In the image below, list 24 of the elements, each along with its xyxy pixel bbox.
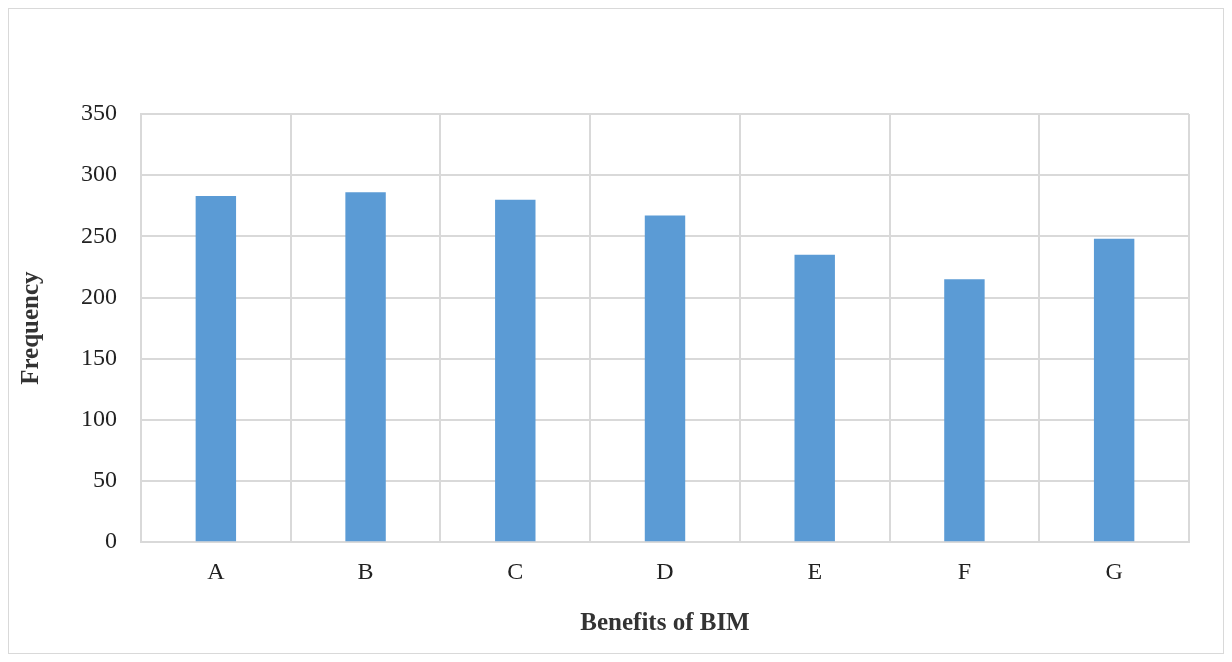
- x-tick-label: C: [507, 557, 524, 584]
- x-tick-label: B: [357, 557, 374, 584]
- y-tick-label: 200: [81, 282, 117, 309]
- y-tick-label: 100: [81, 405, 117, 432]
- y-tick-label: 300: [81, 160, 117, 187]
- x-tick-label: D: [656, 557, 674, 584]
- x-tick-label: E: [807, 557, 823, 584]
- bar: [1093, 238, 1135, 542]
- y-tick-label: 50: [93, 466, 117, 493]
- x-tick-label: A: [207, 557, 226, 584]
- bar: [644, 215, 686, 542]
- y-tick-label: 0: [105, 527, 117, 554]
- bar: [195, 195, 237, 542]
- y-axis-title: Frequency: [16, 270, 44, 385]
- bar: [944, 279, 985, 542]
- y-tick-label: 250: [81, 221, 117, 248]
- y-tick-label: 350: [81, 99, 117, 126]
- x-tick-label: G: [1105, 557, 1123, 584]
- bar: [345, 192, 386, 542]
- bar: [794, 254, 835, 542]
- x-axis-title: Benefits of BIM: [580, 608, 750, 636]
- bar: [495, 199, 536, 542]
- x-tick-label: F: [957, 557, 972, 584]
- y-tick-label: 150: [81, 343, 117, 370]
